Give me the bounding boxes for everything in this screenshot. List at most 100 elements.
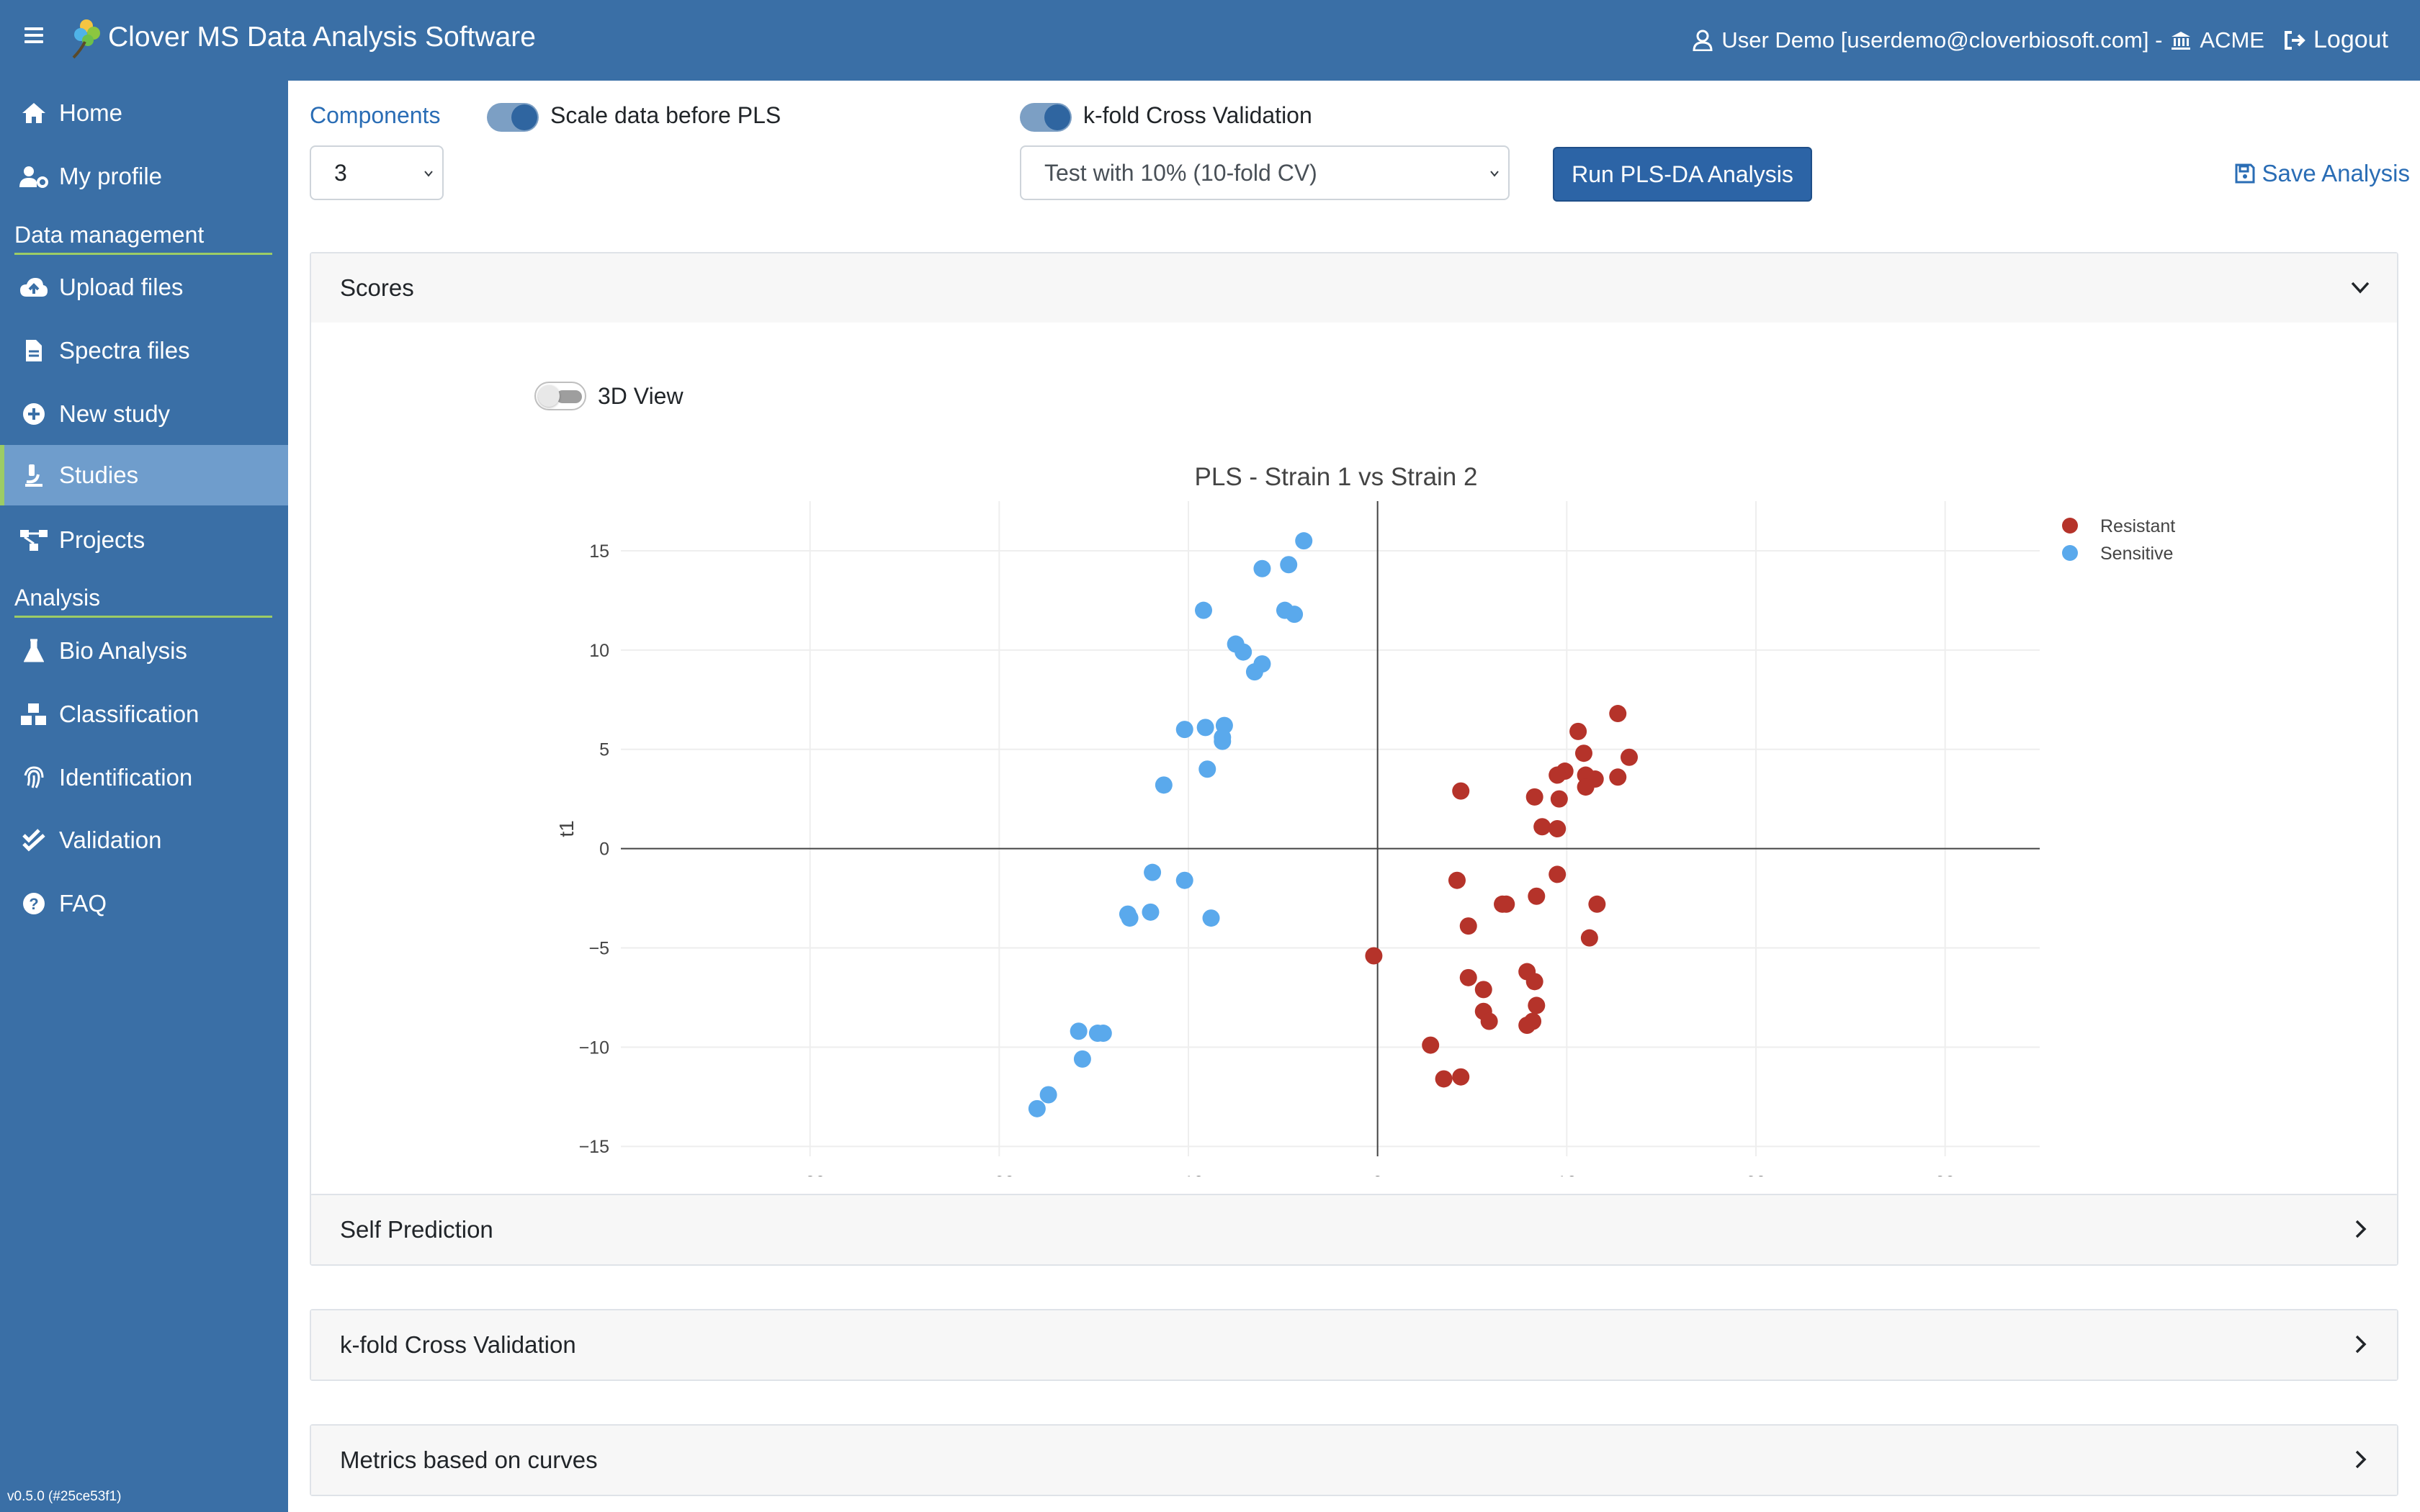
- sidebar-item-validation[interactable]: Validation: [0, 810, 288, 870]
- self-prediction-panel-header[interactable]: Self Prediction: [311, 1195, 2397, 1264]
- cv-toggle[interactable]: [1020, 103, 1072, 132]
- sidebar-item-label: Identification: [59, 764, 193, 791]
- chevron-right-icon: [2355, 1335, 2367, 1354]
- data-point-sensitive: [1202, 909, 1220, 927]
- data-point-resistant: [1577, 778, 1595, 796]
- run-pls-da-button[interactable]: Run PLS-DA Analysis: [1553, 147, 1812, 202]
- y-tick-label: 5: [599, 740, 609, 760]
- sidebar-item-new-study[interactable]: New study: [0, 384, 288, 444]
- components-label: Components: [310, 102, 441, 128]
- sidebar-item-label: Projects: [59, 526, 145, 553]
- floppy-disk-icon: [2235, 163, 2255, 184]
- chevron-down-icon: [2351, 282, 2370, 294]
- sidebar-item-my-profile[interactable]: My profile: [0, 146, 288, 207]
- data-point-resistant: [1574, 744, 1592, 762]
- legend-marker-sensitive: [2062, 545, 2078, 561]
- data-point-resistant: [1569, 722, 1587, 740]
- save-analysis-link[interactable]: Save Analysis: [2235, 160, 2410, 187]
- data-point-sensitive: [1196, 719, 1214, 737]
- cv-select[interactable]: Test with 10% (10-fold CV): [1020, 145, 1510, 200]
- y-tick-label: 15: [589, 541, 609, 562]
- y-tick-label: −5: [588, 938, 609, 958]
- cv-select-value: Test with 10% (10-fold CV): [1044, 159, 1317, 186]
- user-label[interactable]: User Demo [userdemo@cloverbiosoft.com] -: [1721, 27, 2163, 53]
- data-point-resistant: [1474, 981, 1492, 999]
- data-point-resistant: [1549, 820, 1567, 837]
- scores-panel-body: 3D View −30 −20 −10 0 10 20 30 −15 −10 −5 0 5 10 15 PL…: [311, 323, 2397, 1234]
- scores-panel-header[interactable]: Scores: [311, 253, 2397, 323]
- x-tick-label: −10: [1173, 1173, 1204, 1176]
- self-prediction-panel: Self Prediction: [310, 1194, 2398, 1266]
- data-point-resistant: [1528, 887, 1546, 905]
- data-point-sensitive: [1195, 601, 1213, 619]
- svg-text:?: ?: [29, 895, 38, 913]
- legend-marker-resistant: [2062, 518, 2078, 534]
- scale-toggle[interactable]: [487, 103, 539, 132]
- data-point-sensitive: [1280, 556, 1298, 574]
- x-tick-label: 20: [1746, 1173, 1766, 1176]
- home-icon: [19, 98, 49, 128]
- data-point-resistant: [1609, 705, 1627, 723]
- version-label: v0.5.0 (#25ce53f1): [7, 1489, 122, 1504]
- sidebar-item-spectra-files[interactable]: Spectra files: [0, 320, 288, 381]
- sidebar-item-projects[interactable]: Projects: [0, 510, 288, 570]
- flask-icon: [19, 636, 49, 666]
- cloud-upload-icon: [19, 272, 49, 302]
- sidebar-item-home[interactable]: Home: [0, 83, 288, 143]
- org-label: ACME: [2200, 27, 2264, 53]
- sidebar-item-faq[interactable]: ? FAQ: [0, 873, 288, 934]
- chevron-down-icon: [1490, 171, 1499, 177]
- fingerprint-icon: [19, 762, 49, 793]
- plus-circle-icon: [19, 399, 49, 429]
- question-circle-icon: ?: [19, 888, 49, 919]
- sidebar-item-studies[interactable]: Studies: [0, 445, 288, 505]
- y-tick-label: −15: [579, 1137, 609, 1157]
- data-point-resistant: [1480, 1012, 1498, 1030]
- legend-label-sensitive: Sensitive: [2100, 544, 2173, 564]
- data-point-sensitive: [1175, 721, 1193, 739]
- data-point-sensitive: [1245, 663, 1263, 681]
- sidebar-item-label: Home: [59, 99, 123, 126]
- data-point-resistant: [1459, 917, 1477, 935]
- data-point-sensitive: [1094, 1025, 1112, 1043]
- top-navbar: Clover MS Data Analysis Software User De…: [0, 0, 2420, 81]
- data-point-resistant: [1459, 968, 1477, 986]
- sidebar-item-label: Validation: [59, 827, 162, 853]
- data-point-resistant: [1422, 1036, 1440, 1054]
- data-point-resistant: [1435, 1070, 1453, 1088]
- hamburger-menu-icon[interactable]: [24, 27, 43, 43]
- kfold-panel-header[interactable]: k-fold Cross Validation: [311, 1310, 2397, 1380]
- metrics-panel-header[interactable]: Metrics based on curves: [311, 1426, 2397, 1495]
- section-data-management: Data management: [14, 222, 272, 255]
- logout-label: Logout: [2313, 26, 2388, 53]
- scores-scatter-chart: −30 −20 −10 0 10 20 30 −15 −10 −5 0 5 10 15 PLS - Stra…: [555, 463, 2175, 1176]
- legend-label-resistant: Resistant: [2100, 516, 2175, 536]
- kfold-panel-title: k-fold Cross Validation: [340, 1331, 576, 1358]
- sidebar-item-label: My profile: [59, 163, 163, 189]
- scale-label: Scale data before PLS: [550, 102, 781, 128]
- data-point-sensitive: [1070, 1022, 1088, 1040]
- sidebar-item-label: New study: [59, 400, 171, 427]
- y-tick-label: 0: [599, 840, 609, 860]
- view3d-toggle[interactable]: [534, 382, 586, 410]
- clover-logo: [72, 19, 100, 59]
- logout-button[interactable]: Logout: [2283, 26, 2388, 54]
- microscope-icon: [19, 460, 49, 490]
- sidebar-item-classification[interactable]: Classification: [0, 684, 288, 744]
- institution-icon: [2172, 31, 2191, 50]
- user-icon: [1693, 30, 1713, 51]
- sidebar-item-bio-analysis[interactable]: Bio Analysis: [0, 621, 288, 681]
- sidebar-item-identification[interactable]: Identification: [0, 747, 288, 808]
- x-tick-label: 0: [1373, 1173, 1383, 1176]
- data-point-resistant: [1525, 973, 1543, 991]
- data-point-resistant: [1549, 766, 1567, 784]
- double-check-icon: [19, 825, 49, 855]
- components-select[interactable]: 3: [310, 145, 444, 200]
- data-point-sensitive: [1175, 871, 1193, 889]
- y-tick-label: −10: [579, 1038, 609, 1058]
- chevron-right-icon: [2355, 1220, 2367, 1238]
- components-value: 3: [334, 159, 347, 186]
- data-point-resistant: [1448, 871, 1466, 889]
- cv-label: k-fold Cross Validation: [1083, 102, 1312, 128]
- sidebar-item-upload-files[interactable]: Upload files: [0, 257, 288, 318]
